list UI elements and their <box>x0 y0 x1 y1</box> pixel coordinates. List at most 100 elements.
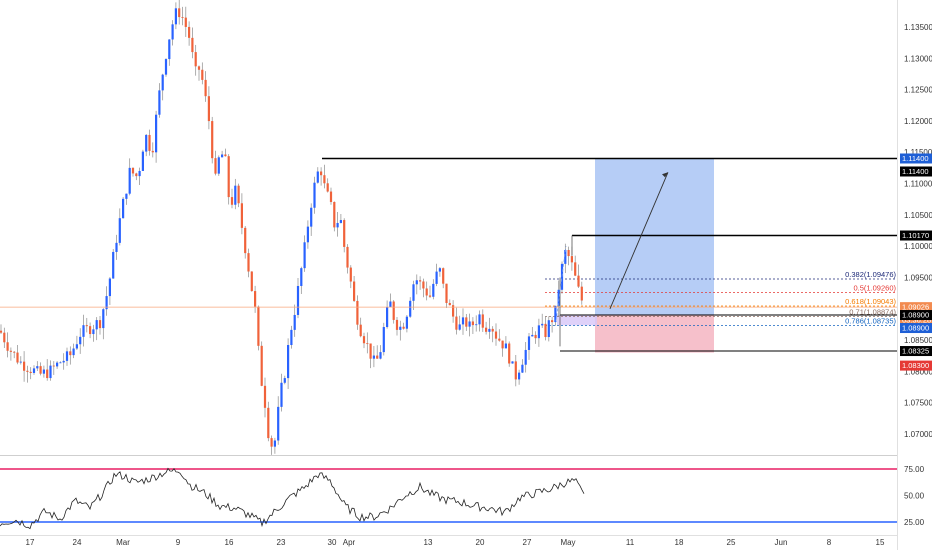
candle-up <box>560 263 564 290</box>
price-scale-label-bg <box>900 166 932 177</box>
position-profit-zone <box>595 158 714 316</box>
price-scale-label-bg <box>900 323 932 334</box>
x-tick-label: 25 <box>727 538 736 547</box>
price-scale-label-text: 1.08300 <box>902 361 929 370</box>
y-tick-label: 1.13000 <box>904 54 932 63</box>
x-tick-label: 30 <box>328 538 337 547</box>
candle-up <box>306 226 309 243</box>
candle-up <box>141 151 144 171</box>
candle-up <box>458 324 461 330</box>
candle-down <box>425 288 428 296</box>
candle-down <box>46 369 49 379</box>
y-tick-label: 1.12500 <box>904 86 932 95</box>
candle-down <box>455 316 458 330</box>
candle-up <box>386 307 389 328</box>
candle-up <box>488 328 491 332</box>
price-scale-label-text: 1.09026 <box>902 303 929 312</box>
candle-down <box>181 17 184 18</box>
candle-down <box>178 8 181 18</box>
candle-down <box>227 156 230 198</box>
y-tick-label: 1.07000 <box>904 430 932 439</box>
candle-down <box>514 361 517 380</box>
x-tick-label: 13 <box>424 538 433 547</box>
price-scale-label-bg <box>900 302 932 313</box>
price-scale-label: 1.08300 <box>900 360 932 371</box>
candle-up <box>475 324 478 326</box>
candle-down <box>69 351 72 356</box>
position-loss-zone <box>595 315 714 353</box>
price-scale-label: 1.11400 <box>900 153 932 164</box>
candle-up <box>19 361 22 363</box>
candle-down <box>0 330 3 333</box>
candle-up <box>290 329 293 346</box>
candle-down <box>376 355 379 359</box>
candle-up <box>521 364 524 373</box>
price-scale-label-text: 1.11400 <box>902 167 929 176</box>
price-scale-label-bg <box>900 346 932 357</box>
candle-down <box>13 351 16 353</box>
candle-up <box>409 300 412 317</box>
candle-down <box>240 203 243 228</box>
candle-down <box>369 343 372 359</box>
candle-down <box>323 175 326 184</box>
fib-zone-shade <box>557 315 597 326</box>
candle-down <box>551 320 554 323</box>
x-tick-label: 15 <box>876 538 885 547</box>
candle-up <box>49 365 52 379</box>
candle-up <box>32 368 36 373</box>
x-tick-label: May <box>560 538 575 547</box>
candle-up <box>557 289 560 306</box>
candle-down <box>392 301 395 320</box>
candle-down <box>326 183 329 192</box>
candle-down <box>501 340 504 349</box>
price-scale-label: 1.09026 <box>900 302 932 313</box>
candle-down <box>498 338 501 341</box>
candle-down <box>26 370 29 372</box>
x-tick-label: 20 <box>476 538 485 547</box>
candle-up <box>511 361 514 364</box>
candle-down <box>257 306 260 346</box>
candle-up <box>339 220 342 223</box>
fib-label: 0.382(1.09476) <box>845 270 896 279</box>
candle-up <box>125 193 128 199</box>
x-tick-label: 11 <box>626 538 635 547</box>
price-scale-label-text: 1.10170 <box>902 231 929 240</box>
candle-up <box>280 382 283 407</box>
candle-up <box>75 344 78 349</box>
candle-up <box>65 351 69 361</box>
candle-down <box>362 336 366 344</box>
candle-up <box>59 362 62 364</box>
candle-up <box>158 90 161 115</box>
x-tick-label: 23 <box>277 538 286 547</box>
candle-up <box>115 242 118 252</box>
candle-up <box>405 316 408 329</box>
candle-down <box>320 171 323 176</box>
x-tick-label: Mar <box>116 538 130 547</box>
candle-up <box>62 360 65 363</box>
candle-up <box>478 314 481 325</box>
price-scale-label-bg <box>900 360 932 371</box>
x-tick-label: 18 <box>675 538 684 547</box>
candle-up <box>313 182 316 208</box>
candle-down <box>52 365 55 367</box>
candle-down <box>419 280 422 282</box>
candle-down <box>544 323 547 338</box>
candle-up <box>564 249 567 264</box>
candle-up <box>161 74 164 91</box>
price-scale-label: 1.08900 <box>900 323 932 334</box>
y-tick-label: 1.10500 <box>904 211 932 220</box>
price-scale-label-bg <box>900 230 932 241</box>
price-scale-label: 1.11400 <box>900 166 932 177</box>
y-tick-label: 1.11000 <box>904 180 932 189</box>
candle-down <box>452 305 455 317</box>
candle-down <box>471 321 474 326</box>
candle-down <box>197 66 201 70</box>
candle-up <box>112 251 115 279</box>
candle-up <box>461 317 465 325</box>
candle-up <box>372 355 375 359</box>
candle-up <box>336 222 339 228</box>
candle-down <box>491 328 494 332</box>
candle-down <box>230 197 234 205</box>
